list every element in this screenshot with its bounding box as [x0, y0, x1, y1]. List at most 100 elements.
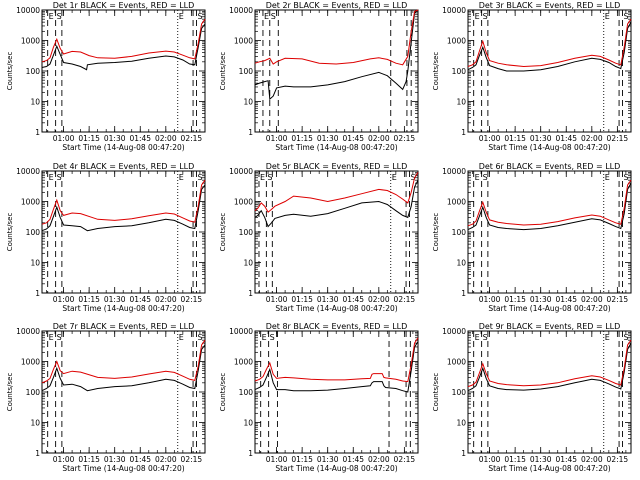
- x-tick-label: 01:30: [317, 455, 339, 464]
- y-axis-label: Counts/sec: [432, 213, 440, 252]
- time-marker-label: S: [483, 12, 488, 21]
- x-tick-label: 01:00: [53, 455, 75, 464]
- y-tick-label: 10: [456, 259, 466, 268]
- x-tick-label: 01:30: [530, 295, 552, 304]
- x-tick-label: 01:45: [129, 134, 151, 143]
- y-tick-label: 1000: [21, 37, 40, 46]
- chart-panel-7: Det 7r BLACK = Events, RED = LLD 1 10 100 10…: [6, 322, 206, 473]
- x-tick-label: 02:15: [394, 134, 416, 143]
- x-tick-label: 01:00: [479, 295, 501, 304]
- y-tick-label: 10000: [16, 327, 40, 336]
- x-axis-label: Start Time (14-Aug-08 00:47:20): [488, 304, 610, 313]
- time-marker-label: E: [605, 173, 610, 182]
- time-marker-label: E: [475, 173, 480, 182]
- series-line-events: [41, 184, 206, 232]
- chart-title: Det 5r BLACK = Events, RED = LLD: [266, 162, 408, 171]
- y-tick-label: 1: [461, 449, 466, 458]
- x-tick-label: 01:45: [129, 295, 151, 304]
- chart-panel-3: Det 3r BLACK = Events, RED = LLD 1 10 100 10…: [432, 1, 632, 152]
- x-axis-label: Start Time (14-Aug-08 00:47:20): [275, 464, 397, 473]
- series-line-events: [467, 342, 632, 392]
- y-tick-label: 10000: [229, 327, 253, 336]
- x-tick-label: 02:15: [181, 295, 203, 304]
- x-tick-label: 02:00: [155, 134, 177, 143]
- time-marker-label: S: [267, 173, 272, 182]
- x-tick-label: 02:00: [368, 455, 390, 464]
- time-marker-label: E: [179, 333, 184, 342]
- x-tick-label: 01:00: [266, 134, 288, 143]
- chart-panel-8: Det 8r BLACK = Events, RED = LLD 1 10 100 10…: [219, 322, 419, 473]
- x-tick-label: 02:15: [607, 295, 629, 304]
- time-marker-label: E: [605, 12, 610, 21]
- x-axis-label: Start Time (14-Aug-08 00:47:20): [488, 143, 610, 152]
- time-marker-label: S: [197, 173, 202, 182]
- y-tick-label: 1000: [234, 358, 253, 367]
- x-tick-label: 01:30: [530, 134, 552, 143]
- y-tick-label: 100: [239, 228, 254, 237]
- y-tick-label: 1: [35, 289, 40, 298]
- y-tick-label: 10000: [16, 167, 40, 176]
- plot-frame: [467, 9, 632, 133]
- chart-panel-1: Det 1r BLACK = Events, RED = LLD 1 10 100 10…: [6, 1, 206, 152]
- plot-frame: [254, 9, 419, 133]
- y-tick-label: 1000: [447, 198, 466, 207]
- y-tick-label: 100: [452, 67, 467, 76]
- x-tick-label: 02:00: [155, 455, 177, 464]
- series-line-lld: [41, 179, 206, 225]
- series-line-lld: [254, 172, 419, 213]
- time-marker-label: S: [623, 12, 628, 21]
- plot-frame: [254, 170, 419, 294]
- y-axis-label: Counts/sec: [6, 52, 14, 91]
- time-marker-label: E: [475, 333, 480, 342]
- x-tick-label: 01:00: [266, 455, 288, 464]
- time-marker-label: S: [197, 333, 202, 342]
- x-axis-label: Start Time (14-Aug-08 00:47:20): [275, 304, 397, 313]
- time-marker-label: S: [270, 333, 275, 342]
- series-line-events: [254, 9, 419, 101]
- x-tick-label: 02:15: [394, 295, 416, 304]
- chart-title: Det 8r BLACK = Events, RED = LLD: [266, 322, 408, 331]
- time-marker-label: S: [483, 173, 488, 182]
- x-tick-label: 01:30: [317, 134, 339, 143]
- y-tick-label: 10000: [16, 6, 40, 15]
- time-marker-label: E: [179, 12, 184, 21]
- y-tick-label: 10: [30, 419, 40, 428]
- plot-frame: [41, 170, 206, 294]
- chart-panel-5: Det 5r BLACK = Events, RED = LLD 1 10 100 10…: [219, 162, 419, 313]
- x-tick-label: 01:45: [342, 295, 364, 304]
- y-tick-label: 10000: [442, 6, 466, 15]
- x-axis-label: Start Time (14-Aug-08 00:47:20): [62, 143, 184, 152]
- chart-title: Det 1r BLACK = Events, RED = LLD: [53, 1, 195, 10]
- time-marker-label: E: [49, 173, 54, 182]
- plot-frame: [467, 330, 632, 454]
- time-marker-label: E: [260, 173, 265, 182]
- x-tick-label: 02:00: [581, 455, 603, 464]
- y-tick-label: 10: [30, 259, 40, 268]
- x-tick-label: 01:15: [504, 455, 526, 464]
- series-line-lld: [467, 18, 632, 68]
- y-tick-label: 100: [26, 228, 41, 237]
- x-tick-label: 01:30: [104, 455, 126, 464]
- x-tick-label: 01:00: [479, 455, 501, 464]
- x-tick-label: 01:45: [129, 455, 151, 464]
- time-marker-label: E: [392, 173, 397, 182]
- x-tick-label: 01:45: [555, 295, 577, 304]
- time-marker-label: S: [57, 12, 62, 21]
- time-marker-label: S: [57, 173, 62, 182]
- x-tick-label: 01:00: [53, 134, 75, 143]
- series-line-events: [41, 23, 206, 71]
- y-tick-label: 1000: [234, 198, 253, 207]
- time-marker-label: S: [410, 173, 415, 182]
- x-tick-label: 01:15: [504, 134, 526, 143]
- y-tick-label: 1: [248, 449, 253, 458]
- series-line-lld: [254, 9, 419, 66]
- x-tick-label: 02:00: [581, 134, 603, 143]
- y-tick-label: 1: [461, 289, 466, 298]
- y-tick-label: 10000: [442, 327, 466, 336]
- time-marker-label: E: [605, 333, 610, 342]
- time-marker-label: E: [264, 12, 269, 21]
- y-tick-label: 10: [30, 98, 40, 107]
- x-axis-label: Start Time (14-Aug-08 00:47:20): [488, 464, 610, 473]
- y-axis-label: Counts/sec: [6, 213, 14, 252]
